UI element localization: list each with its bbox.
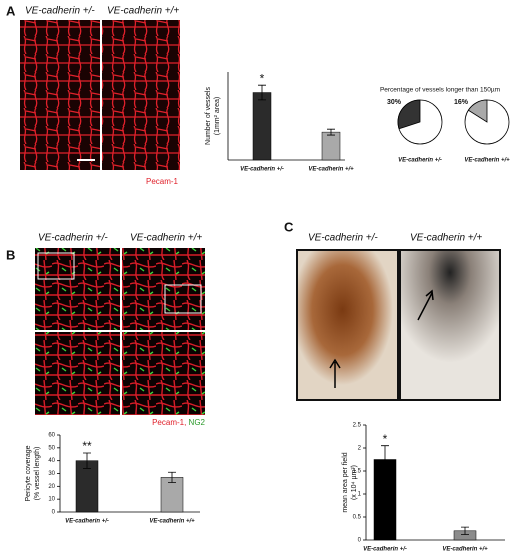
y-axis-label: (1mm² area) [214,97,221,136]
error-bar [327,128,335,136]
panel-label: A [6,3,16,18]
y-tick-label: 1.5 [353,469,362,475]
stain-label: Pecam-1 [146,177,179,186]
y-tick-label: 40 [48,458,55,464]
y-axis-label: (x 10⁴ µm²) [351,465,358,500]
x-tick-label: VE-cadherin +/- [363,547,407,553]
stain-2: NG2 [189,418,206,427]
micrograph [102,20,180,170]
annotation: * [383,432,388,446]
micrograph [20,20,100,170]
micrograph [35,248,120,330]
y-tick-label: 0 [358,538,362,544]
annotation: ** [82,439,92,453]
error-bar [168,471,176,483]
y-tick-label: 0 [52,510,56,516]
arrow [417,289,434,321]
x-tick-label: VE-cadherin +/- [65,519,109,525]
y-tick-label: 0.5 [353,515,362,521]
x-tick-label: VE-cadherin +/+ [308,167,354,173]
images [20,20,501,415]
image-label: VE-cadherin +/- [25,6,95,17]
y-tick-label: 20 [48,484,55,490]
x-tick-label: VE-cadherin +/+ [149,519,195,525]
bar [321,131,341,161]
micrograph [122,248,205,330]
bar [252,92,272,161]
y-axis-label: mean area per field [342,452,349,512]
pie-slice [467,99,488,123]
x-tick-label: VE-cadherin +/- [240,167,284,173]
y-tick-label: 50 [48,445,55,451]
y-tick-label: 10 [48,497,55,503]
y-tick-label: 60 [48,433,55,439]
micrograph [122,332,205,415]
inset-box [164,284,202,314]
chart-title: Percentage of vessels longer than 150µm [380,87,500,94]
error-bar [83,452,91,469]
photo [296,249,399,401]
image-label: VE-cadherin +/- [38,233,108,244]
x-tick-label: VE-cadherin +/- [398,158,442,164]
micrograph [35,332,120,415]
y-axis-label: Number of vessels [205,87,212,145]
photo [399,249,501,401]
image-label: VE-cadherin +/- [308,233,378,244]
image-label: VE-cadherin +/+ [130,233,202,244]
image-label: VE-cadherin +/+ [107,6,179,17]
image-label: VE-cadherin +/+ [410,233,482,244]
y-axis-label: Pericyte coverage [25,445,32,501]
annotation: * [260,71,265,85]
panel-label: B [6,247,15,262]
stain-1: Pecam-1, [152,418,186,427]
inset-box [37,252,75,280]
data-label: 30% [387,99,402,106]
error-bar [258,84,266,101]
y-tick-label: 30 [48,471,55,477]
x-tick-label: VE-cadherin +/+ [442,547,488,553]
error-bar [381,445,389,474]
y-tick-label: 2 [358,446,362,452]
arrow [329,358,341,388]
pie-slice [397,99,421,130]
data-label: 16% [454,99,469,106]
error-bar [461,526,469,535]
stain-label: Pecam-1, NG2 [152,418,205,427]
y-tick-label: 1 [358,492,362,498]
panel-label: C [284,219,294,234]
y-axis-label: (% vessel length) [34,447,41,501]
y-tick-label: 2.5 [353,423,362,429]
x-tick-label: VE-cadherin +/+ [464,158,510,164]
